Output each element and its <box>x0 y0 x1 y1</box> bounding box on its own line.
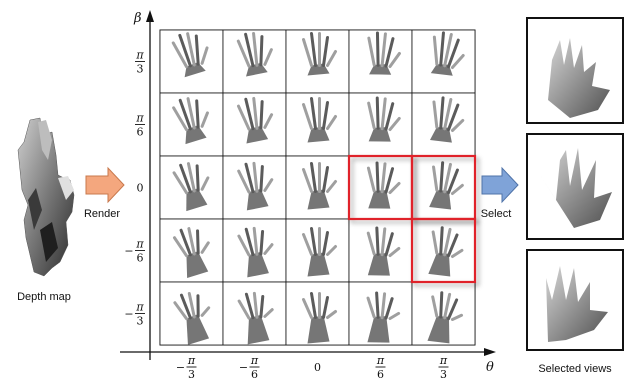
select-label: Select <box>481 208 512 220</box>
selected-cell-highlight <box>410 217 477 284</box>
svg-text:0: 0 <box>314 361 321 374</box>
selected-view-3 <box>526 249 624 351</box>
grid-cell <box>159 155 224 220</box>
tick-label: 0 <box>314 361 321 374</box>
selected-views-caption: Selected views <box>538 363 612 375</box>
render-grid <box>159 29 477 346</box>
svg-text:π: π <box>135 238 144 251</box>
tick-label: π3 <box>135 49 145 76</box>
grid-cell <box>411 92 476 157</box>
grid-cell <box>348 218 413 283</box>
y-axis-label: β <box>133 11 142 26</box>
tick-label: −π3 <box>176 354 197 381</box>
grid-cell <box>159 218 224 283</box>
svg-text:3: 3 <box>137 315 144 328</box>
svg-text:−: − <box>124 245 133 258</box>
svg-text:3: 3 <box>188 368 195 381</box>
grid-cell <box>285 29 350 94</box>
grid-cell <box>159 281 224 346</box>
tick-label: −π6 <box>124 238 145 265</box>
tick-label: −π3 <box>124 301 145 328</box>
grid-cell <box>222 29 287 94</box>
grid-cell <box>348 29 413 94</box>
grid-cell <box>348 92 413 157</box>
grid-cell <box>285 218 350 283</box>
selected-view-1 <box>526 17 624 124</box>
tick-label: 0 <box>137 182 144 195</box>
grid-cell <box>348 281 413 346</box>
tick-label: −π6 <box>239 354 260 381</box>
svg-text:π: π <box>135 112 144 125</box>
tick-label: π6 <box>135 112 145 139</box>
selected-views <box>526 17 624 351</box>
grid-cell <box>411 29 476 94</box>
selected-view-2 <box>526 133 624 240</box>
svg-text:−: − <box>124 308 133 321</box>
svg-text:6: 6 <box>137 252 144 265</box>
render-arrow <box>85 166 125 204</box>
render-label: Render <box>84 208 120 220</box>
grid-cell <box>411 155 476 220</box>
svg-text:3: 3 <box>440 368 447 381</box>
axes <box>120 10 496 360</box>
grid-cell <box>411 281 476 346</box>
grid-cell <box>222 218 287 283</box>
svg-text:π: π <box>187 354 196 367</box>
grid-cell <box>222 155 287 220</box>
grid-cell <box>285 155 350 220</box>
svg-text:π: π <box>250 354 259 367</box>
grid-cell <box>159 92 224 157</box>
grid-cell <box>285 281 350 346</box>
svg-text:−: − <box>239 361 248 374</box>
grid-cell <box>222 92 287 157</box>
svg-text:6: 6 <box>137 126 144 139</box>
svg-text:6: 6 <box>251 368 258 381</box>
svg-text:0: 0 <box>137 182 144 195</box>
select-arrow <box>481 166 519 204</box>
svg-text:π: π <box>135 301 144 314</box>
grid-cell <box>285 92 350 157</box>
svg-text:π: π <box>376 354 385 367</box>
x-axis-label: θ <box>486 360 494 375</box>
grid-cell <box>348 155 413 220</box>
grid-cell <box>222 281 287 346</box>
svg-text:3: 3 <box>137 63 144 76</box>
grid-cell <box>411 218 476 283</box>
grid-cell <box>159 29 224 94</box>
svg-text:π: π <box>135 49 144 62</box>
depth-map-caption: Depth map <box>17 291 71 303</box>
depth-map-image <box>17 117 75 277</box>
tick-label: π3 <box>438 354 449 381</box>
svg-text:−: − <box>176 361 185 374</box>
svg-text:6: 6 <box>377 368 384 381</box>
svg-text:π: π <box>439 354 448 367</box>
tick-label: π6 <box>375 354 386 381</box>
